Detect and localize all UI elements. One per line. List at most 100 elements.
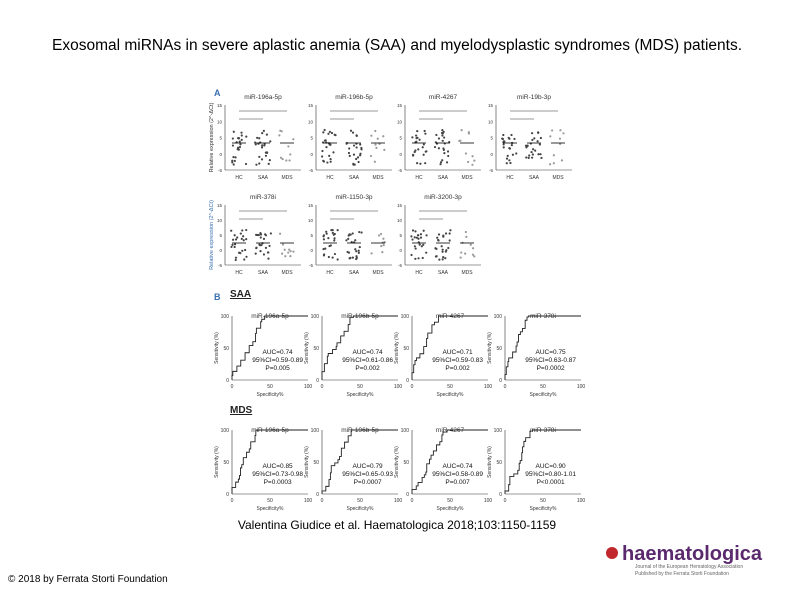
y-tick-label: 100 [311,428,320,434]
roc-auc: AUC=0.79 [353,463,384,470]
group-label: HC [415,270,423,276]
dot [333,239,336,242]
dot [262,129,265,132]
group-heading: SAA [230,289,251,300]
y-axis-label: Sensitivity (%) [394,446,400,478]
dot [268,159,271,162]
y-tick-label: 100 [494,428,503,434]
y-tick-label: 10 [397,218,403,223]
dot [326,161,329,164]
dot [437,238,440,242]
dot [287,145,290,148]
dot [332,151,335,154]
y-tick-label: 50 [223,460,229,466]
dot [421,146,424,149]
dot [233,234,236,237]
dot [420,245,423,248]
roc-curve [321,315,398,380]
dot [439,161,443,164]
y-tick-label: 100 [401,428,410,434]
dot [292,138,295,141]
dot [534,149,537,152]
citation: Valentina Giudice et al. Haematologica 2… [237,518,557,532]
dot [325,145,328,149]
dot [288,159,291,162]
dot [465,235,468,238]
group-label: HC [235,175,243,181]
x-tick-label: 50 [540,384,546,390]
dot [525,156,528,159]
dot [348,154,351,157]
dot [259,236,262,239]
dot [425,150,428,153]
plot-title: miR-196a-5p [244,94,282,101]
y-axis-label: Sensitivity (%) [214,332,220,364]
dot [375,146,378,149]
dot [464,152,468,155]
dot [441,129,444,132]
dot [528,154,531,157]
dot [414,257,417,260]
dot [435,133,438,137]
dot [323,139,327,142]
dot [264,233,267,236]
roc-p: P=0.005 [265,365,290,372]
dot [506,154,509,157]
dot [327,132,330,135]
dot [370,252,373,255]
dot [357,160,360,164]
x-tick-label: 0 [231,498,234,504]
panel-label: A [214,88,221,98]
y-tick-label: 100 [311,314,320,320]
dot [234,256,238,259]
dot [355,256,358,259]
dot [436,236,439,239]
y-axis-label: Sensitivity (%) [304,446,310,478]
dot [471,247,475,250]
dot [330,229,333,232]
dot [443,136,446,139]
dot [536,140,539,143]
dot [530,150,533,154]
dot [269,140,272,143]
group-label: MDS [372,270,384,276]
dot [333,133,336,136]
dot [333,237,336,240]
dot [242,235,245,238]
dot [238,140,241,143]
dot [422,153,425,156]
dot [377,234,381,237]
dot [354,248,357,251]
dot [423,129,426,133]
dot [379,232,383,236]
dot [240,237,243,240]
x-tick-label: 0 [411,498,414,504]
dot [262,237,266,240]
dot [443,152,446,155]
dot [469,243,472,246]
dot [331,231,334,234]
dot [328,154,331,157]
dot [448,232,451,235]
plot-title: miR-378i [250,194,276,201]
x-tick-label: 50 [267,498,273,504]
roc-curve [411,429,488,494]
dot [358,245,361,249]
dot [414,149,417,152]
dot [421,256,424,260]
dot [321,155,324,158]
dot [244,162,248,166]
dot [349,256,352,260]
dot [369,154,373,158]
plot-title: miR-196a-5p [251,427,289,434]
y-tick-label: 15 [308,203,314,208]
dot [437,233,441,236]
plot-title: miR-196a-5p [251,313,289,320]
plot-title: miR-4267 [436,313,465,320]
dot [419,162,422,165]
plot-title: miR-196b-5p [341,427,379,434]
dot [230,245,233,249]
x-tick-label: 100 [484,384,493,390]
dot [441,134,444,137]
